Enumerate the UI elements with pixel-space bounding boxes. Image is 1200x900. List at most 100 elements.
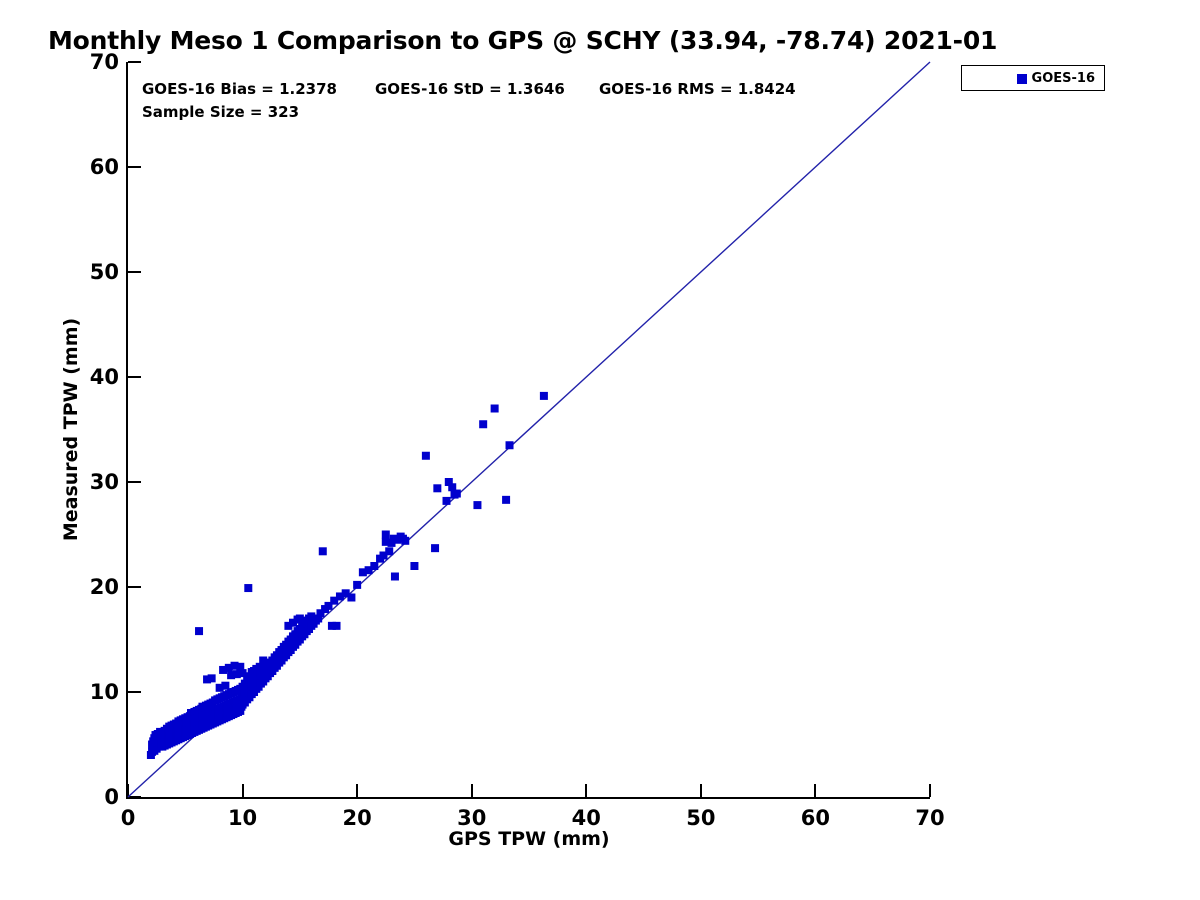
x-tick-70: 70 bbox=[915, 784, 945, 830]
data-point bbox=[238, 669, 247, 678]
data-point bbox=[314, 614, 323, 623]
data-point bbox=[255, 662, 264, 671]
data-point bbox=[316, 609, 325, 618]
data-point bbox=[385, 547, 394, 556]
data-point bbox=[370, 562, 379, 570]
data-point bbox=[324, 601, 333, 610]
data-point bbox=[539, 391, 548, 400]
data-point bbox=[240, 679, 249, 688]
data-point bbox=[207, 674, 216, 683]
annotation-sample-size: Sample Size = 323 bbox=[142, 103, 300, 121]
x-tick-60: 60 bbox=[801, 784, 830, 830]
data-point bbox=[327, 621, 336, 630]
data-point bbox=[444, 478, 453, 486]
blue-square-marker-icon bbox=[1017, 74, 1027, 84]
x-axis-line bbox=[126, 797, 930, 799]
y-tick-10: 10 bbox=[90, 680, 141, 704]
data-point bbox=[473, 501, 482, 510]
data-point bbox=[295, 614, 304, 623]
x-tick-label-0: 0 bbox=[120, 806, 136, 830]
data-point bbox=[358, 568, 367, 577]
x-tick-10: 10 bbox=[228, 784, 257, 830]
legend-item-label: GOES-16 bbox=[1031, 71, 1095, 86]
data-point bbox=[448, 483, 457, 492]
y-tick-label-40: 40 bbox=[89, 365, 119, 389]
x-tick-label-30: 30 bbox=[457, 806, 487, 830]
data-point bbox=[245, 672, 254, 681]
y-axis-line bbox=[126, 62, 128, 797]
data-point bbox=[381, 530, 390, 539]
y-tick-60: 60 bbox=[90, 155, 141, 179]
y-tick-20: 20 bbox=[90, 575, 141, 599]
data-point bbox=[433, 484, 442, 493]
annotation-std: GOES-16 StD = 1.3646 bbox=[375, 80, 565, 98]
data-point bbox=[307, 612, 316, 621]
data-point bbox=[236, 706, 245, 715]
y-tick-label-10: 10 bbox=[89, 680, 119, 704]
data-point bbox=[479, 420, 488, 429]
data-point bbox=[330, 596, 339, 605]
data-point bbox=[244, 584, 253, 593]
data-point bbox=[431, 544, 440, 553]
x-tick-30: 30 bbox=[457, 784, 486, 830]
y-tick-50: 50 bbox=[90, 260, 141, 284]
data-points-group bbox=[146, 391, 548, 759]
x-axis-label: GPS TPW (mm) bbox=[448, 828, 610, 850]
data-point bbox=[232, 670, 241, 679]
y-axis-label: Measured TPW (mm) bbox=[60, 317, 82, 542]
x-tick-0: 0 bbox=[121, 784, 135, 830]
annotation-rms: GOES-16 RMS = 1.8424 bbox=[599, 80, 796, 98]
data-point bbox=[332, 621, 341, 630]
data-point bbox=[401, 536, 410, 545]
data-point bbox=[230, 661, 239, 670]
data-point bbox=[387, 538, 396, 547]
data-point bbox=[318, 547, 327, 556]
data-point bbox=[490, 404, 499, 413]
data-point bbox=[452, 489, 461, 498]
annotation-bias: GOES-16 Bias = 1.2378 bbox=[142, 80, 337, 98]
data-point bbox=[335, 592, 344, 601]
y-tick-label-0: 0 bbox=[104, 785, 119, 809]
data-point bbox=[364, 566, 373, 575]
data-point bbox=[203, 675, 212, 684]
data-point bbox=[227, 671, 236, 680]
y-tick-label-30: 30 bbox=[89, 470, 119, 494]
data-point bbox=[390, 572, 399, 581]
data-point bbox=[288, 618, 297, 627]
data-point bbox=[215, 683, 224, 692]
scatter-plot-canvas bbox=[127, 61, 931, 798]
y-tick-30: 30 bbox=[90, 470, 141, 494]
data-point bbox=[379, 551, 388, 560]
y-tick-label-60: 60 bbox=[89, 155, 119, 179]
y-tick-label-50: 50 bbox=[89, 260, 119, 284]
y-tick-0: 0 bbox=[104, 785, 141, 809]
data-point bbox=[381, 537, 390, 546]
data-point bbox=[353, 580, 362, 589]
x-tick-label-10: 10 bbox=[227, 806, 258, 830]
y-tick-40: 40 bbox=[90, 365, 141, 389]
data-point bbox=[341, 589, 350, 598]
page-title: Monthly Meso 1 Comparison to GPS @ SCHY … bbox=[48, 26, 998, 55]
data-point bbox=[410, 562, 419, 570]
data-point bbox=[505, 441, 514, 450]
data-point bbox=[347, 593, 356, 602]
x-tick-50: 50 bbox=[686, 784, 715, 830]
data-point bbox=[236, 662, 245, 671]
plot-area: 0 10 20 30 40 50 60 70 0 10 20 30 40 50 60 70 bbox=[90, 50, 945, 830]
data-point bbox=[421, 451, 430, 460]
legend[interactable]: GOES-16 bbox=[961, 65, 1105, 91]
data-point bbox=[442, 496, 451, 505]
data-point bbox=[259, 656, 268, 665]
data-point bbox=[195, 627, 204, 636]
data-point bbox=[502, 495, 511, 504]
y-tick-label-70: 70 bbox=[89, 50, 119, 74]
x-tick-40: 40 bbox=[572, 784, 601, 830]
data-point bbox=[224, 663, 233, 672]
x-tick-label-70: 70 bbox=[915, 806, 945, 830]
x-tick-label-20: 20 bbox=[342, 806, 372, 830]
data-point bbox=[284, 621, 293, 630]
y-tick-70: 70 bbox=[90, 50, 141, 74]
x-tick-label-50: 50 bbox=[686, 806, 716, 830]
x-tick-label-60: 60 bbox=[800, 806, 831, 830]
